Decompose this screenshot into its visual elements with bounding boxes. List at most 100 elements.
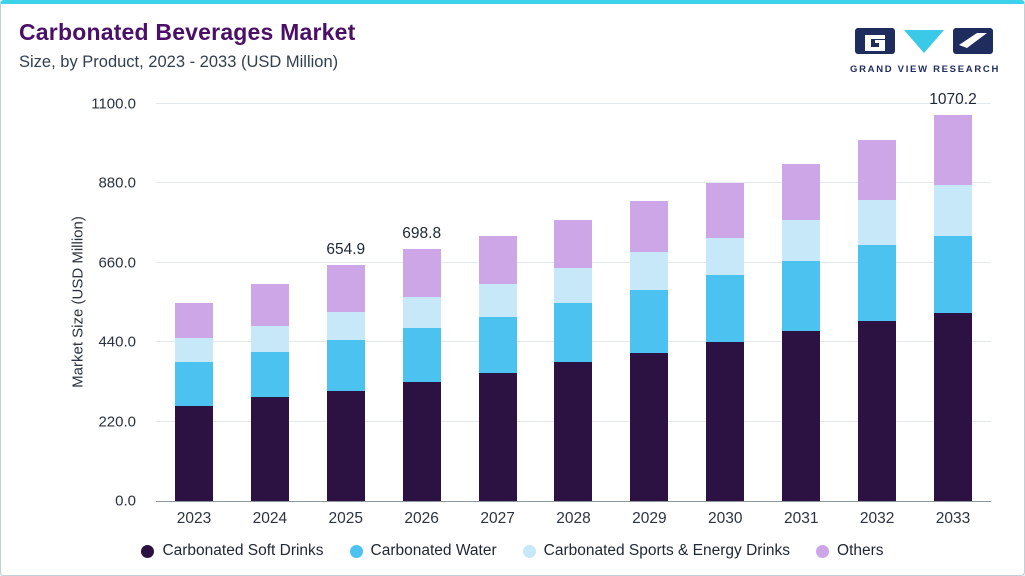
bar-slot-2025: 654.9 (308, 104, 384, 501)
bar-segment (174, 362, 213, 406)
bar-segment (250, 351, 289, 398)
bar-segment (478, 235, 517, 285)
legend-item: Carbonated Sports & Energy Drinks (522, 542, 790, 560)
bar-2030 (706, 104, 745, 501)
bar-slot-2029 (611, 104, 687, 501)
bar-segment (174, 338, 213, 363)
bar-segment (554, 362, 593, 501)
y-tick-label: 0.0 (115, 492, 136, 510)
legend-dot-icon (141, 544, 155, 558)
bar-slot-2033: 1070.2 (915, 91, 991, 501)
bar-segment (402, 297, 441, 328)
bar-segment (706, 342, 745, 501)
bar-2029 (630, 104, 669, 501)
bar-segment (250, 325, 289, 352)
bar-2028 (554, 104, 593, 501)
bar-segment (706, 183, 745, 238)
y-axis: 0.0 220.0 440.0 660.0 880.0 1100.0 (1, 96, 146, 510)
bar-segment (402, 248, 441, 298)
legend-item: Carbonated Water (349, 542, 497, 560)
bar-segment (782, 163, 821, 220)
bar-segment (478, 372, 517, 501)
bar-2027 (478, 104, 517, 501)
stacked-bar-chart: Market Size (USD Million) 0.0 220.0 440.0 6… (1, 4, 1024, 575)
x-tick-label: 2031 (783, 510, 819, 527)
bar-segment (402, 381, 441, 501)
bar-segment (478, 284, 517, 317)
bar-segment (858, 244, 897, 321)
bar-slot-2032 (839, 104, 915, 501)
y-tick-label: 220.0 (98, 413, 136, 431)
bar-segment (326, 340, 365, 391)
y-tick-label: 440.0 (98, 333, 136, 351)
bar-segment (478, 316, 517, 373)
bar-segment (630, 201, 669, 252)
bar-2032 (858, 104, 897, 501)
legend-item: Others (816, 542, 884, 560)
x-axis: 2023 2024 2025 2026 2027 2028 2029 2030 2031 2032… (156, 510, 991, 528)
bar-segment (934, 235, 973, 314)
x-tick-label: 2032 (859, 510, 895, 527)
bar-total-label: 698.8 (402, 224, 442, 242)
bar-segment (326, 390, 365, 501)
legend-item: Carbonated Soft Drinks (141, 542, 324, 560)
logo-text: GRAND VIEW RESEARCH (850, 64, 1001, 75)
bar-segment (858, 140, 897, 200)
bar-segment (934, 114, 973, 186)
bar-slot-2026: 698.8 (384, 104, 460, 501)
bar-2026 (402, 104, 441, 501)
x-tick-label: 2025 (328, 510, 363, 527)
y-tick-label: 1100.0 (91, 95, 136, 113)
bar-segment (554, 219, 593, 269)
page-subtitle: Size, by Product, 2023 - 2033 (USD Milli… (19, 53, 339, 71)
header: Carbonated Beverages Market Size, by Pro… (19, 19, 355, 72)
bar-total-label: 654.9 (326, 240, 366, 258)
grand-view-research-logo: GRAND VIEW RESEARCH (850, 28, 1000, 75)
x-tick-label: 2024 (252, 510, 288, 527)
bar-segment (630, 353, 669, 501)
legend-dot-icon (816, 544, 830, 558)
x-tick-label: 2028 (556, 510, 591, 527)
bar-segment (782, 331, 821, 501)
bar-segment (630, 251, 669, 290)
bar-2033 (934, 104, 973, 501)
bar-2031 (782, 104, 821, 501)
page-title: Carbonated Beverages Market (19, 19, 356, 45)
bar-slot-2027 (460, 104, 536, 501)
bar-segment (554, 268, 593, 303)
bar-segment (782, 261, 821, 332)
legend-dot-icon (349, 544, 363, 558)
gridline (156, 103, 991, 104)
bar-segment (554, 302, 593, 363)
bar-segment (402, 327, 441, 382)
plot-area: 654.9 698.8 1070.2 (156, 91, 991, 502)
x-tick-label: 2030 (708, 510, 743, 527)
legend-label: Carbonated Water (370, 542, 497, 559)
bar-segment (630, 289, 669, 354)
bars-container: 654.9 698.8 1070.2 (156, 91, 991, 501)
gridline (156, 182, 991, 184)
y-tick-label: 660.0 (98, 254, 136, 272)
y-tick-label: 880.0 (98, 174, 136, 192)
legend: Carbonated Soft Drinks Carbonated Water Ca… (1, 542, 1024, 560)
bar-segment (706, 237, 745, 276)
x-tick-label: 2026 (404, 510, 439, 527)
bar-2023 (174, 104, 213, 501)
bar-segment (858, 320, 897, 501)
x-tick-label: 2023 (176, 510, 212, 527)
x-tick-label: 2027 (480, 510, 515, 527)
legend-label: Carbonated Soft Drinks (162, 542, 324, 559)
bar-segment (326, 264, 365, 312)
bar-segment (782, 219, 821, 261)
bar-2025 (326, 104, 365, 501)
bar-2024 (250, 104, 289, 501)
bar-segment (174, 405, 213, 501)
bar-slot-2031 (763, 104, 839, 501)
bar-segment (858, 199, 897, 245)
bar-segment (706, 275, 745, 343)
bar-segment (934, 185, 973, 236)
bar-segment (174, 302, 213, 339)
bar-slot-2023 (156, 104, 232, 501)
x-tick-label: 2029 (632, 510, 667, 527)
